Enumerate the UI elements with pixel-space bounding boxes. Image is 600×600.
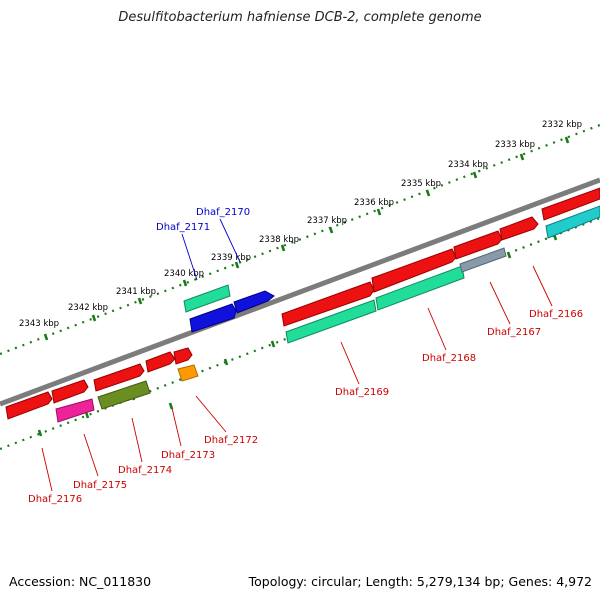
leader-dhaf-2172 bbox=[195, 395, 227, 433]
leader-dhaf-2171 bbox=[181, 233, 198, 281]
ruler-label: 2334 kbp bbox=[448, 160, 488, 170]
ruler-label: 2341 kbp bbox=[116, 287, 156, 297]
gene-label-dhaf-2175[interactable]: Dhaf_2175 bbox=[73, 480, 127, 491]
leader-dhaf-2167 bbox=[489, 281, 511, 325]
gene-arrow-red[interactable] bbox=[145, 351, 176, 373]
gene-features-red-lane bbox=[281, 187, 600, 344]
gene-features-upper bbox=[183, 284, 275, 333]
gene-label-dhaf-2169[interactable]: Dhaf_2169 bbox=[335, 387, 389, 398]
ruler-tick bbox=[43, 333, 49, 341]
ruler-tick bbox=[425, 189, 431, 197]
gene-arrow-teal[interactable] bbox=[183, 284, 231, 313]
ruler-tick bbox=[182, 279, 188, 287]
leader-dhaf-2168 bbox=[427, 307, 447, 351]
ruler-label: 2333 kbp bbox=[495, 140, 535, 150]
gene-arrow-red[interactable] bbox=[173, 347, 193, 365]
gene-label-dhaf-2168[interactable]: Dhaf_2168 bbox=[422, 353, 476, 364]
gene-label-dhaf-2174[interactable]: Dhaf_2174 bbox=[118, 465, 172, 476]
gene-label-dhaf-2171[interactable]: Dhaf_2171 bbox=[156, 222, 210, 233]
accession-text: Accession: NC_011830 bbox=[9, 574, 152, 589]
ruler-label: 2332 kbp bbox=[542, 120, 582, 130]
gene-labels: Dhaf_2170 Dhaf_2171 Dhaf_2166 Dhaf_2167 … bbox=[28, 207, 583, 505]
inner-tick bbox=[168, 402, 174, 410]
genome-summary-text: Topology: circular; Length: 5,279,134 bp… bbox=[248, 574, 592, 589]
gene-label-dhaf-2170[interactable]: Dhaf_2170 bbox=[196, 207, 250, 218]
leader-dhaf-2176 bbox=[41, 447, 53, 492]
genome-backbone bbox=[0, 177, 600, 407]
gene-arrow-red[interactable] bbox=[371, 248, 457, 293]
ruler-tick bbox=[137, 297, 143, 305]
ruler-tick bbox=[280, 244, 286, 252]
gene-label-dhaf-2173[interactable]: Dhaf_2173 bbox=[161, 450, 215, 461]
inner-tick bbox=[506, 251, 512, 259]
ruler-label: 2338 kbp bbox=[259, 235, 299, 245]
ruler-major-ticks bbox=[43, 136, 570, 341]
ruler-tick bbox=[472, 171, 478, 179]
ruler-label: 2339 kbp bbox=[211, 253, 251, 263]
gene-arrow-red[interactable] bbox=[5, 391, 53, 420]
ruler-tick bbox=[328, 226, 334, 234]
inner-tick bbox=[270, 340, 276, 348]
gene-label-dhaf-2167[interactable]: Dhaf_2167 bbox=[487, 327, 541, 338]
gene-arrow-olive[interactable] bbox=[97, 380, 151, 410]
gene-arrow-steel[interactable] bbox=[459, 247, 507, 273]
ruler-tick bbox=[91, 314, 97, 322]
ruler-label: 2337 kbp bbox=[307, 216, 347, 226]
gene-arrow-red[interactable] bbox=[499, 216, 539, 241]
inner-tick bbox=[37, 429, 43, 437]
gene-arrow-teal[interactable] bbox=[375, 265, 465, 311]
gene-label-dhaf-2176[interactable]: Dhaf_2176 bbox=[28, 494, 82, 505]
gene-label-dhaf-2172[interactable]: Dhaf_2172 bbox=[204, 435, 258, 446]
ruler-tick bbox=[519, 153, 525, 161]
ruler-tick bbox=[234, 261, 240, 269]
ruler-tick bbox=[564, 136, 570, 144]
leader-dhaf-2174 bbox=[131, 417, 143, 463]
gene-label-dhaf-2166[interactable]: Dhaf_2166 bbox=[529, 309, 583, 320]
gene-arrow-orange[interactable] bbox=[177, 364, 199, 382]
gene-arrow-red[interactable] bbox=[541, 187, 600, 221]
leader-dhaf-2169 bbox=[340, 341, 360, 385]
gene-arrow-teal[interactable] bbox=[285, 299, 377, 344]
label-leaders bbox=[41, 218, 553, 492]
ruler-labels: 2343 kbp 2342 kbp 2341 kbp 2340 kbp 2339… bbox=[19, 120, 582, 329]
leader-dhaf-2170 bbox=[219, 218, 241, 263]
gene-arrow-pink[interactable] bbox=[55, 398, 95, 423]
outer-dotted-track bbox=[0, 123, 600, 356]
ruler-tick bbox=[376, 208, 382, 216]
inner-tick bbox=[223, 358, 229, 366]
gene-arrow-red[interactable] bbox=[453, 230, 503, 260]
leader-dhaf-2173 bbox=[171, 407, 182, 447]
ruler-label: 2340 kbp bbox=[164, 269, 204, 279]
gene-arrow-blue[interactable] bbox=[233, 290, 275, 314]
gene-arrow-red[interactable] bbox=[93, 363, 145, 392]
ruler-label: 2335 kbp bbox=[401, 179, 441, 189]
ruler-label: 2343 kbp bbox=[19, 319, 59, 329]
ruler-label: 2336 kbp bbox=[354, 198, 394, 208]
gene-arrow-blue[interactable] bbox=[189, 303, 237, 333]
map-title: Desulfitobacterium hafniense DCB-2, comp… bbox=[118, 10, 482, 25]
gene-features-left bbox=[5, 347, 199, 423]
leader-dhaf-2166 bbox=[532, 265, 553, 307]
ruler-label: 2342 kbp bbox=[68, 303, 108, 313]
gene-arrow-red[interactable] bbox=[51, 379, 89, 404]
gene-arrow-red[interactable] bbox=[281, 281, 375, 327]
leader-dhaf-2175 bbox=[83, 433, 99, 477]
gene-arrow-cyan[interactable] bbox=[545, 205, 600, 239]
